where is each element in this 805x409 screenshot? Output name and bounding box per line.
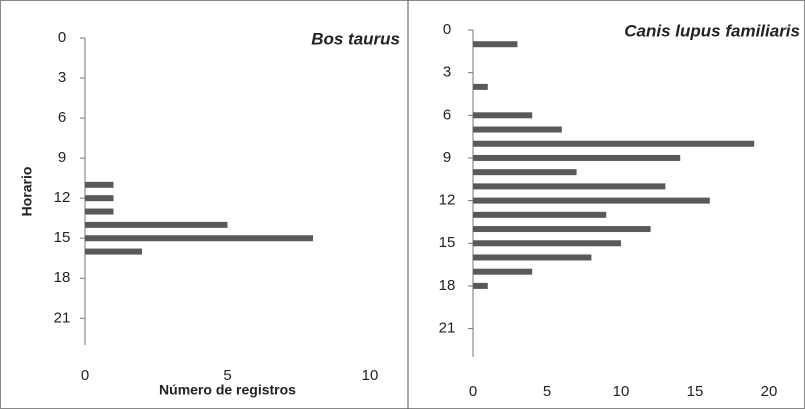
bar xyxy=(473,282,488,289)
y-tick-label: 0 xyxy=(58,29,66,46)
y-tick-label: 6 xyxy=(58,109,66,126)
bar xyxy=(473,268,533,275)
y-tick-label: 6 xyxy=(443,106,451,123)
x-tick-label: 10 xyxy=(362,367,379,384)
y-tick-label: 15 xyxy=(439,234,456,251)
chart-title: Canis lupus familiaris xyxy=(624,21,800,40)
y-tick-label: 15 xyxy=(54,229,71,246)
chart-title: Bos taurus xyxy=(311,29,400,48)
bar xyxy=(473,254,592,261)
y-tick-label: 21 xyxy=(54,309,71,326)
y-axis-title: Horario xyxy=(19,167,35,217)
bar xyxy=(85,181,114,188)
x-tick-label: 5 xyxy=(543,383,551,400)
x-axis-title: Número de registros xyxy=(159,382,296,398)
y-tick-label: 3 xyxy=(443,64,451,81)
y-tick-label: 12 xyxy=(54,189,71,206)
bar xyxy=(85,195,114,202)
bar xyxy=(473,154,681,161)
y-tick-label: 9 xyxy=(443,149,451,166)
y-tick-label: 0 xyxy=(443,21,451,38)
bar xyxy=(473,226,651,233)
y-tick-label: 18 xyxy=(54,269,71,286)
y-tick-label: 18 xyxy=(439,277,456,294)
x-tick-label: 10 xyxy=(613,383,630,400)
x-tick-label: 5 xyxy=(223,367,231,384)
bar xyxy=(473,240,621,247)
bar xyxy=(473,112,533,119)
bar xyxy=(473,41,518,48)
bar xyxy=(473,183,666,190)
bar xyxy=(473,126,562,133)
x-tick-label: 0 xyxy=(81,367,89,384)
y-tick-label: 21 xyxy=(439,320,456,337)
x-tick-label: 15 xyxy=(687,383,704,400)
x-tick-label: 20 xyxy=(761,383,778,400)
bar xyxy=(85,248,142,255)
bar xyxy=(85,208,114,215)
bar xyxy=(473,83,488,90)
x-tick-label: 0 xyxy=(469,383,477,400)
bar xyxy=(85,235,313,242)
bar xyxy=(85,221,228,228)
bar xyxy=(473,140,755,147)
bar xyxy=(473,197,710,204)
y-tick-label: 3 xyxy=(58,69,66,86)
bar xyxy=(473,169,577,176)
bar xyxy=(473,211,607,218)
y-tick-label: 12 xyxy=(439,192,456,209)
y-tick-label: 9 xyxy=(58,149,66,166)
